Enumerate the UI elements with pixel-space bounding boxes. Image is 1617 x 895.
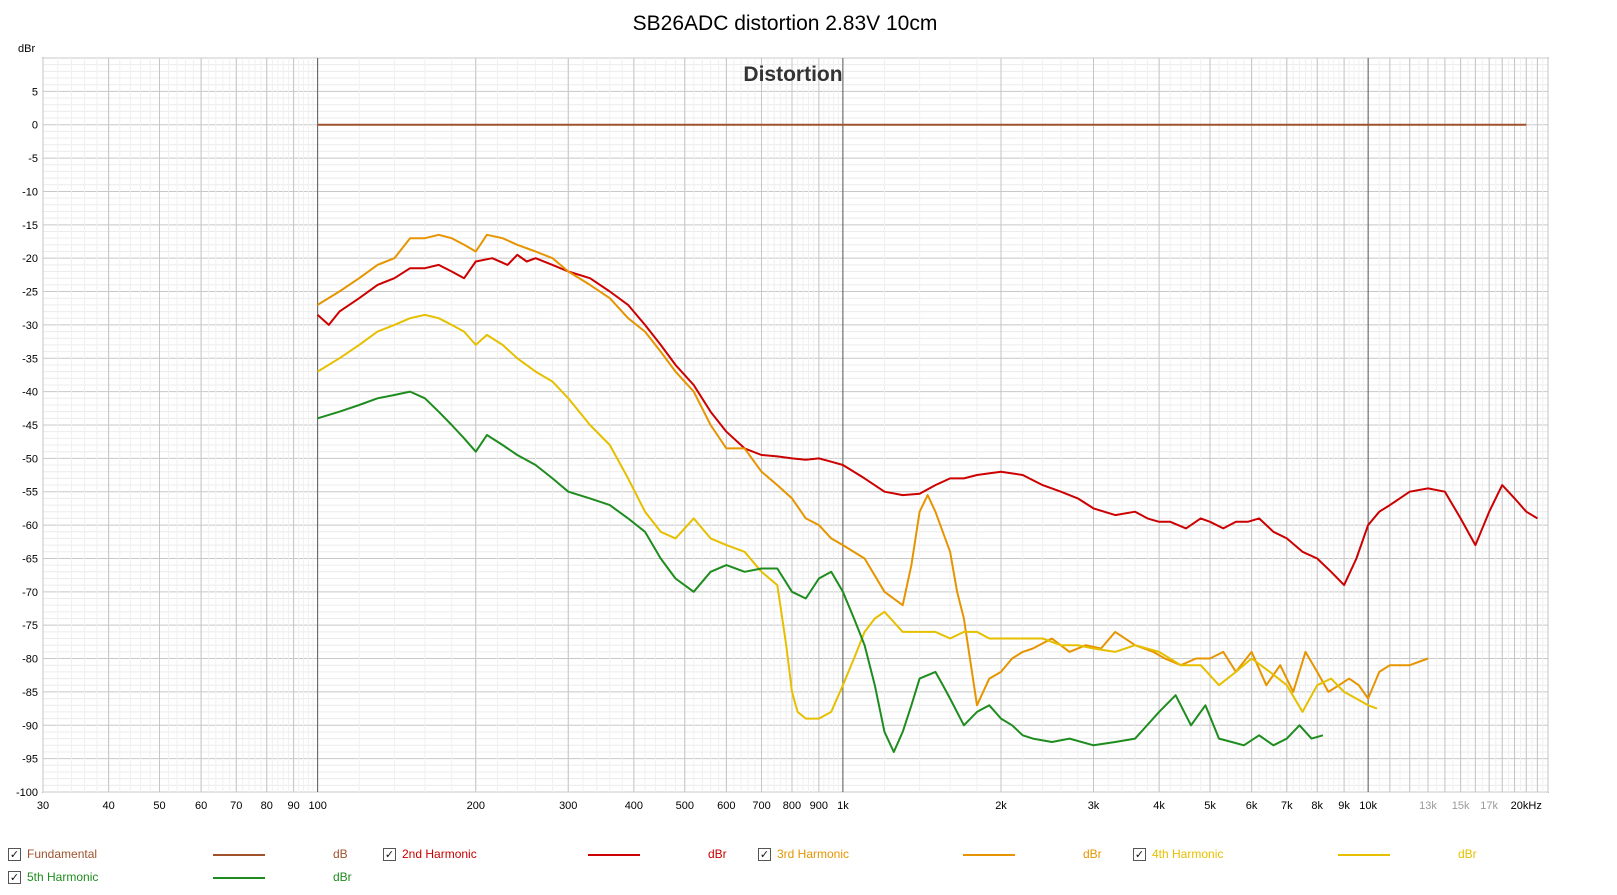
x-tick-label: 13k: [1419, 800, 1437, 812]
y-tick-label: 0: [32, 120, 38, 132]
x-tick-label: 60: [195, 800, 207, 812]
y-tick-label: -85: [22, 687, 38, 699]
x-tick-label: 800: [783, 800, 801, 812]
y-axis-label: dBr: [18, 43, 35, 55]
chart-subtitle: Distortion: [743, 63, 842, 86]
legend-swatch: [588, 854, 640, 856]
x-tick-label: 6k: [1246, 800, 1258, 812]
x-tick-label: 15k: [1452, 800, 1470, 812]
x-tick-label: 500: [676, 800, 694, 812]
x-tick-label: 1k: [837, 800, 849, 812]
y-tick-label: -50: [22, 453, 38, 465]
legend-checkbox[interactable]: ✓: [8, 847, 21, 861]
x-tick-label: 80: [261, 800, 273, 812]
y-tick-label: -5: [28, 153, 38, 165]
series-line-2nd-harmonic: [316, 253, 1538, 587]
y-tick-label: -100: [16, 787, 38, 799]
legend-label: 5th Harmonic: [27, 870, 99, 884]
legend-item-2nd-harmonic[interactable]: ✓ 2nd Harmonic: [383, 845, 477, 863]
x-tick-label: 100: [308, 800, 326, 812]
y-axis-ticks: 5 0 -5 -10 -15 -20 -25 -30 -35 -40 -45 -50 -55 -60 -65…: [16, 86, 38, 799]
legend-unit: dBr: [1458, 847, 1477, 861]
chart-title: SB26ADC distortion 2.83V 10cm: [633, 12, 938, 35]
legend-label: 2nd Harmonic: [402, 847, 477, 861]
x-tick-label: 20kHz: [1511, 800, 1542, 812]
x-tick-label: 8k: [1311, 800, 1323, 812]
y-tick-label: 5: [32, 86, 38, 98]
y-tick-label: -45: [22, 420, 38, 432]
y-tick-label: -90: [22, 720, 38, 732]
x-tick-label: 50: [153, 800, 165, 812]
x-tick-label: 600: [717, 800, 735, 812]
x-tick-label: 200: [467, 800, 485, 812]
y-tick-label: -20: [22, 253, 38, 265]
legend-item-3rd-harmonic[interactable]: ✓ 3rd Harmonic: [758, 845, 849, 863]
y-tick-label: -65: [22, 553, 38, 565]
legend-unit: dB: [333, 847, 348, 861]
y-tick-label: -95: [22, 754, 38, 766]
y-tick-label: -10: [22, 186, 38, 198]
x-axis-ticks: 30 40 50 60 70 80 90 100 200 300 400 500 600 700 800 90…: [37, 800, 1542, 812]
legend-item-5th-harmonic[interactable]: ✓ 5th Harmonic: [8, 868, 98, 886]
y-tick-label: -55: [22, 487, 38, 499]
x-tick-label: 30: [37, 800, 49, 812]
legend-unit: dBr: [708, 847, 727, 861]
legend-label: Fundamental: [27, 847, 98, 861]
legend-swatch: [213, 877, 265, 879]
x-tick-label: 17k: [1480, 800, 1498, 812]
legend-label: 4th Harmonic: [1152, 847, 1224, 861]
grid: [42, 57, 1549, 793]
y-tick-label: -25: [22, 287, 38, 299]
x-tick-label: 400: [625, 800, 643, 812]
distortion-chart: 30 40 50 60 70 80 90 100 200 300 400 500 600 700 800 90…: [16, 12, 1549, 812]
y-tick-label: -70: [22, 587, 38, 599]
legend-swatch: [963, 854, 1015, 856]
legend-item-4th-harmonic[interactable]: ✓ 4th Harmonic: [1133, 845, 1223, 863]
legend-item-fundamental[interactable]: ✓ Fundamental: [8, 845, 97, 863]
series-line-3rd-harmonic: [317, 233, 1429, 707]
x-tick-label: 70: [230, 800, 242, 812]
series-line-4th-harmonic: [317, 313, 1378, 720]
legend: ✓ Fundamental dB ✓ 2nd Harmonic dBr ✓ 3rd Harmo…: [0, 845, 1617, 895]
x-tick-label: 300: [559, 800, 577, 812]
y-tick-label: -40: [22, 387, 38, 399]
legend-checkbox[interactable]: ✓: [758, 847, 771, 861]
y-tick-label: -60: [22, 520, 38, 532]
legend-swatch: [1338, 854, 1390, 856]
legend-swatch: [213, 854, 265, 856]
series-lines: [316, 123, 1538, 753]
y-tick-label: -35: [22, 353, 38, 365]
legend-checkbox[interactable]: ✓: [1133, 847, 1146, 861]
series-line-5th-harmonic: [317, 390, 1324, 753]
x-tick-label: 9k: [1338, 800, 1350, 812]
x-tick-label: 4k: [1153, 800, 1165, 812]
x-tick-label: 2k: [995, 800, 1007, 812]
y-tick-label: -15: [22, 220, 38, 232]
x-tick-label: 10k: [1359, 800, 1377, 812]
y-tick-label: -80: [22, 654, 38, 666]
x-tick-label: 90: [287, 800, 299, 812]
legend-checkbox[interactable]: ✓: [8, 870, 21, 884]
legend-unit: dBr: [333, 870, 352, 884]
y-tick-label: -75: [22, 620, 38, 632]
x-tick-label: 7k: [1281, 800, 1293, 812]
x-tick-label: 5k: [1204, 800, 1216, 812]
x-tick-label: 40: [102, 800, 114, 812]
x-tick-label: 900: [810, 800, 828, 812]
x-tick-label: 3k: [1088, 800, 1100, 812]
legend-checkbox[interactable]: ✓: [383, 847, 396, 861]
y-tick-label: -30: [22, 320, 38, 332]
legend-label: 3rd Harmonic: [777, 847, 850, 861]
x-tick-label: 700: [752, 800, 770, 812]
legend-unit: dBr: [1083, 847, 1102, 861]
